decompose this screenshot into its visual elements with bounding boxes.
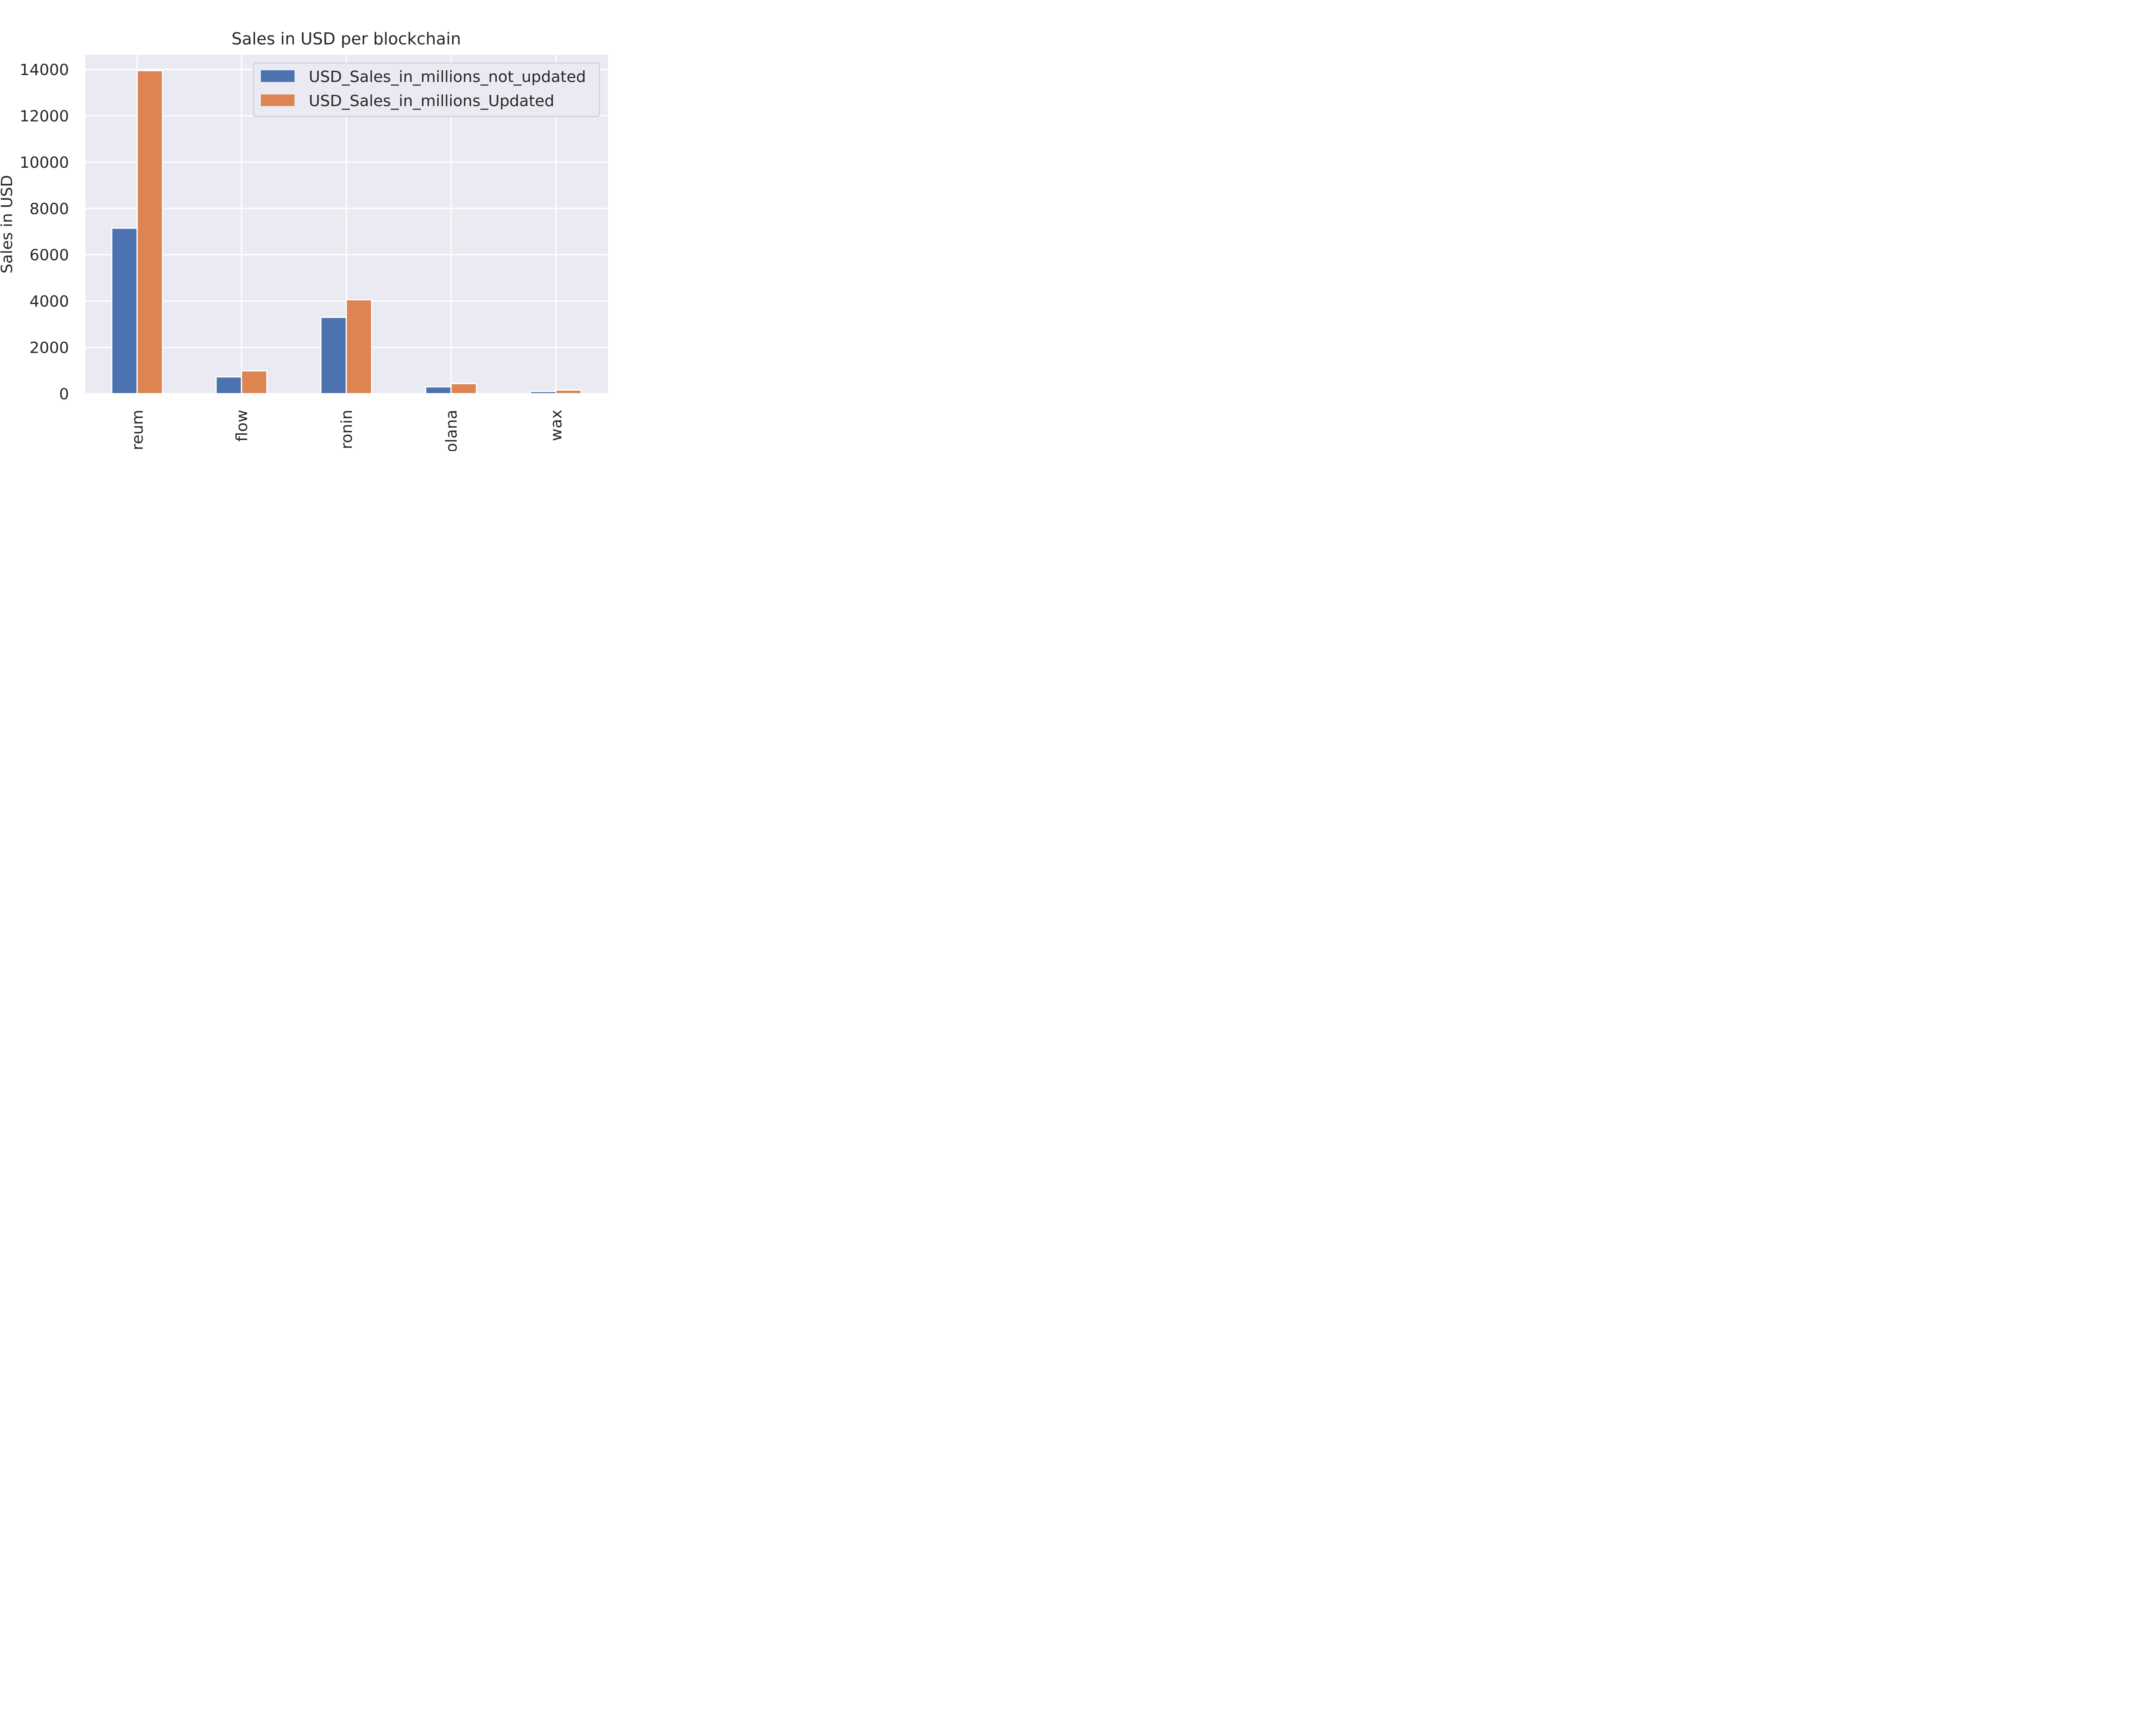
bar-ronin-series-1 [345, 299, 373, 395]
legend-label: USD_Sales_in_millions_Updated [309, 92, 554, 110]
bar-wax-series-1 [555, 389, 582, 395]
y-tick-label: 10000 [19, 154, 69, 172]
bar-ereum-series-1 [136, 70, 163, 395]
y-tick-label: 12000 [19, 107, 69, 125]
bar-flow-series-0 [215, 376, 242, 395]
legend-label: USD_Sales_in_millions_not_updated [309, 68, 586, 86]
y-tick-label: 0 [59, 386, 69, 403]
bar-ereum-series-0 [111, 227, 138, 395]
y-tick-label: 4000 [29, 293, 69, 310]
y-tick-label: 14000 [19, 61, 69, 79]
y-tick-label: 2000 [29, 339, 69, 357]
chart-container: Sales in USD per blockchain Sales in USD… [0, 0, 667, 460]
legend: USD_Sales_in_millions_not_updated USD_Sa… [253, 63, 600, 117]
y-tick-labels: 0 2000 4000 6000 8000 10000 12000 14000 [19, 61, 69, 403]
chart-title: Sales in USD per blockchain [232, 29, 461, 48]
x-tick-label: ronin [338, 410, 356, 449]
x-tick-label: olana [443, 410, 461, 451]
legend-frame [253, 63, 600, 117]
x-tick-labels: ereum flow ronin olana wax [129, 410, 565, 460]
y-tick-label: 8000 [29, 200, 69, 218]
bars [111, 70, 582, 395]
y-axis-label: Sales in USD [0, 175, 16, 273]
bar-chart: Sales in USD per blockchain Sales in USD… [0, 29, 608, 460]
bar-olana-series-1 [450, 383, 477, 395]
bar-flow-series-1 [241, 370, 268, 395]
bar-olana-series-0 [425, 386, 452, 395]
x-tick-label: ereum [129, 410, 147, 451]
y-tick-label: 6000 [29, 247, 69, 264]
legend-swatch [261, 94, 295, 106]
x-tick-label: wax [548, 410, 565, 441]
x-tick-label: flow [233, 410, 251, 442]
bar-wax-series-0 [530, 391, 557, 395]
legend-swatch [261, 70, 295, 82]
bar-ronin-series-0 [320, 317, 347, 395]
